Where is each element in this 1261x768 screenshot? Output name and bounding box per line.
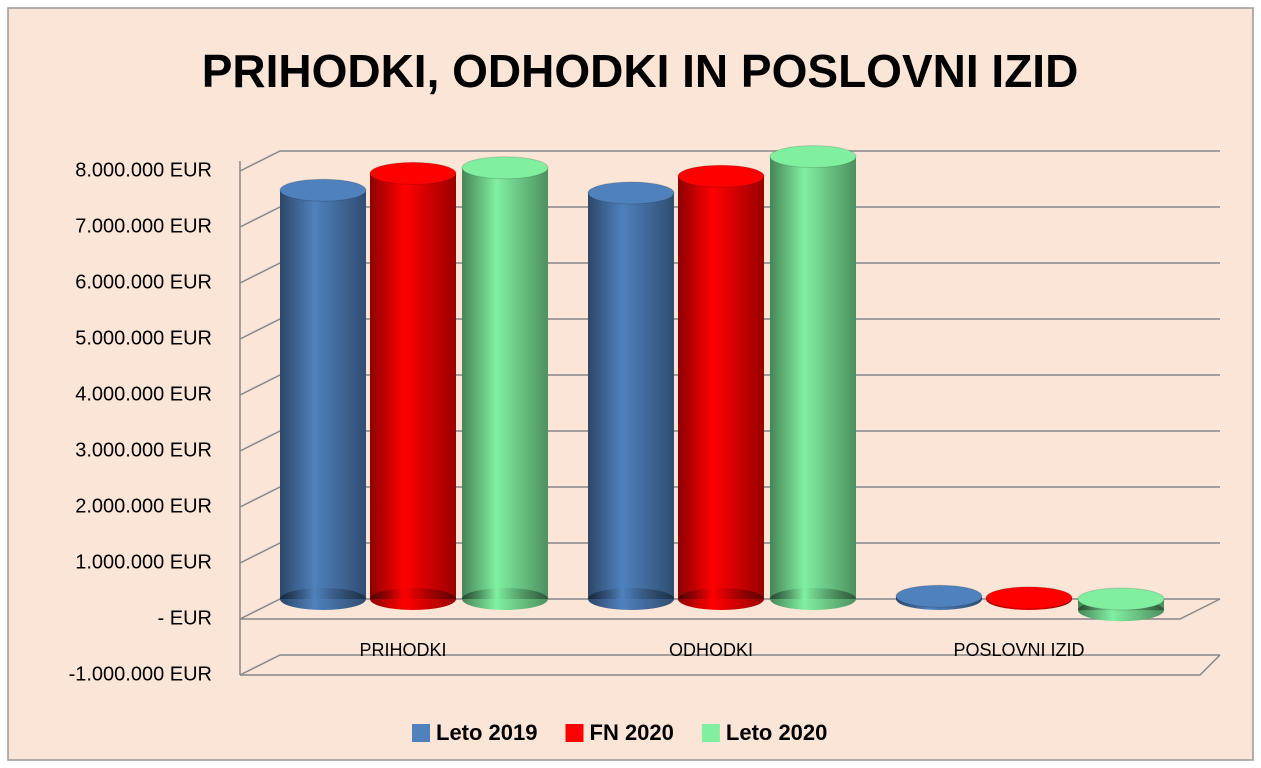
bar [1077, 587, 1165, 622]
bar-top [985, 586, 1073, 610]
legend-label: Leto 2020 [726, 720, 828, 745]
zero-floor [240, 598, 1221, 620]
y-tick-label: 3.000.000 EUR [75, 439, 212, 461]
legend-swatch [565, 724, 584, 742]
chart-title: PRIHODKI, ODHODKI IN POSLOVNI IZID [202, 45, 1079, 97]
legend-label: FN 2020 [590, 720, 674, 745]
bar-bottom-shade [678, 588, 764, 610]
y-tick-label: 2.000.000 EUR [75, 495, 212, 517]
bar [985, 586, 1073, 610]
bar-top [461, 156, 549, 180]
y-tick-label: 5.000.000 EUR [75, 327, 212, 349]
bar-top [587, 181, 675, 205]
y-tick-label: 1.000.000 EUR [75, 551, 212, 573]
floor [240, 654, 1221, 676]
bar [279, 178, 367, 610]
y-tick-label: - EUR [158, 607, 212, 629]
bar-top [677, 164, 765, 188]
bar-top [369, 161, 457, 185]
bar-shade [770, 156, 856, 599]
bar-top [769, 145, 857, 169]
bar-shade [588, 193, 674, 599]
bar [895, 584, 983, 610]
bar [369, 161, 457, 610]
bar-top [279, 178, 367, 202]
bar-top [895, 584, 983, 608]
legend-label: Leto 2019 [436, 720, 538, 745]
bar-bottom-shade [770, 588, 856, 610]
bar-bottom-shade [280, 588, 366, 610]
grid-line [239, 654, 1220, 676]
bar [677, 164, 765, 610]
grid-line [239, 150, 1220, 172]
bar-shade [678, 176, 764, 599]
y-tick-label: 4.000.000 EUR [75, 383, 212, 405]
bar [587, 181, 675, 610]
bar-bottom-shade [370, 588, 456, 610]
bar-shade [280, 190, 366, 599]
bar-bottom-shade [462, 588, 548, 610]
bar-shade [462, 167, 548, 600]
y-tick-label: 6.000.000 EUR [75, 271, 212, 293]
x-tick-label: POSLOVNI IZID [953, 640, 1084, 660]
y-tick-label: 8.000.000 EUR [75, 159, 212, 181]
x-tick-label: ODHODKI [669, 640, 753, 660]
bar [461, 156, 549, 610]
bar-shade [370, 173, 456, 599]
legend-swatch [701, 724, 720, 742]
legend-swatch [412, 724, 430, 742]
bar-top [1077, 587, 1165, 611]
x-tick-label: PRIHODKI [359, 640, 446, 660]
y-tick-label: 7.000.000 EUR [75, 215, 212, 237]
bar [769, 145, 857, 610]
bar-bottom-shade [588, 588, 674, 610]
y-tick-label: -1.000.000 EUR [69, 663, 212, 685]
